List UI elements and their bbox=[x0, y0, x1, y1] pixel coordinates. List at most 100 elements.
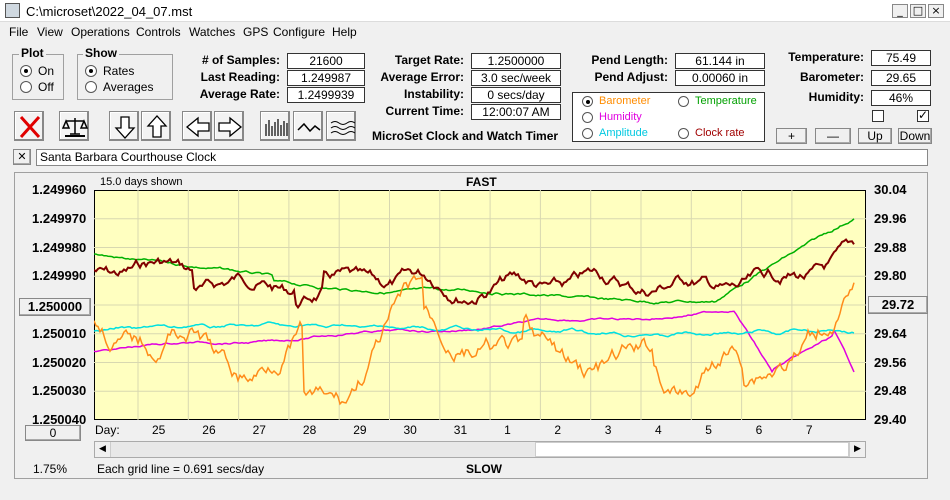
bars-icon bbox=[265, 119, 288, 136]
last-reading-label: Last Reading: bbox=[200, 70, 280, 84]
option-checkbox-1[interactable] bbox=[872, 110, 884, 122]
plot-on-label[interactable]: On bbox=[38, 64, 55, 78]
left-tick-label: 1.250020 bbox=[32, 354, 87, 370]
percent-label: 1.75% bbox=[33, 462, 68, 476]
minimize-button[interactable]: _ bbox=[892, 4, 908, 18]
sensor-temperature-radio[interactable] bbox=[678, 96, 689, 107]
plot-off-label[interactable]: Off bbox=[38, 80, 54, 94]
menu-bar: File View Operations Controls Watches GP… bbox=[0, 22, 950, 42]
day-tick-label: 25 bbox=[152, 423, 166, 437]
plot-off-radio[interactable] bbox=[20, 81, 32, 93]
left-tick-label: 1.249960 bbox=[32, 182, 87, 197]
up-button[interactable]: Up bbox=[858, 128, 892, 144]
grid-note: Each grid line = 0.691 secs/day bbox=[97, 462, 265, 476]
menu-help[interactable]: Help bbox=[332, 25, 357, 39]
multi-line-view-button[interactable] bbox=[326, 111, 356, 141]
average-error-value: 3.0 sec/week bbox=[471, 70, 561, 86]
plus-button[interactable]: + bbox=[776, 128, 807, 144]
day-tick-label: 27 bbox=[252, 423, 266, 437]
instability-value: 0 secs/day bbox=[471, 87, 561, 103]
target-rate-value[interactable]: 1.2500000 bbox=[471, 53, 561, 69]
scroll-up-button[interactable] bbox=[141, 111, 171, 141]
fast-label: FAST bbox=[466, 175, 497, 189]
left-tick-label: 1.249990 bbox=[32, 268, 87, 284]
arrow-right-icon bbox=[218, 116, 243, 138]
scroll-down-button[interactable] bbox=[109, 111, 139, 141]
plot-on-radio[interactable] bbox=[20, 65, 32, 77]
center-rate-button[interactable]: 1.250000 bbox=[19, 298, 91, 316]
graph-canvas[interactable] bbox=[94, 190, 866, 420]
show-averages-radio[interactable] bbox=[85, 81, 97, 93]
show-averages-label[interactable]: Averages bbox=[103, 80, 154, 94]
red-x-icon bbox=[19, 115, 41, 139]
instability-label: Instability: bbox=[403, 87, 464, 101]
offset-button[interactable]: 0 bbox=[25, 425, 81, 441]
down-button[interactable]: Down bbox=[898, 128, 932, 144]
scroll-right-arrow-icon[interactable]: ▶ bbox=[849, 442, 865, 457]
sensor-select-box bbox=[572, 92, 765, 142]
menu-view[interactable]: View bbox=[37, 25, 63, 39]
window-title: C:\microset\2022_04_07.mst bbox=[26, 4, 193, 19]
temperature-value: 75.49 bbox=[871, 50, 931, 66]
day-tick-label: 1 bbox=[504, 423, 511, 437]
day-tick-label: 28 bbox=[302, 423, 317, 437]
app-icon bbox=[5, 3, 20, 18]
scale-icon bbox=[62, 118, 88, 137]
sensor-clockrate-radio[interactable] bbox=[678, 128, 689, 139]
days-shown-label: 15.0 days shown bbox=[100, 176, 183, 188]
right-tick-label: 30.04 bbox=[874, 182, 907, 197]
sensor-amplitude-label[interactable]: Amplitude bbox=[599, 127, 648, 139]
left-tick-label: 1.250010 bbox=[32, 325, 87, 341]
center-baro-button[interactable]: 29.72 bbox=[868, 296, 928, 314]
day-tick-label: 6 bbox=[755, 423, 763, 437]
wave-icon bbox=[297, 122, 321, 133]
menu-configure[interactable]: Configure bbox=[273, 25, 326, 39]
show-rates-label[interactable]: Rates bbox=[103, 64, 135, 78]
sensor-barometer-label[interactable]: Barometer bbox=[599, 95, 651, 107]
option-checkbox-2[interactable] bbox=[917, 108, 929, 122]
scroll-right-button[interactable] bbox=[214, 111, 244, 141]
target-rate-label: Target Rate: bbox=[394, 53, 464, 67]
amplitude-series bbox=[94, 321, 855, 338]
menu-file[interactable]: File bbox=[9, 25, 29, 39]
day-tick-label: 30 bbox=[403, 423, 417, 437]
sensor-humidity-label[interactable]: Humidity bbox=[599, 111, 642, 123]
graph-scrollbar[interactable]: ◀ ▶ bbox=[94, 441, 866, 458]
scroll-left-arrow-icon[interactable]: ◀ bbox=[95, 442, 111, 457]
show-group bbox=[77, 54, 173, 100]
scrollbar-thumb[interactable] bbox=[535, 442, 849, 457]
menu-controls[interactable]: Controls bbox=[136, 25, 181, 39]
sensor-clockrate-label[interactable]: Clock rate bbox=[695, 127, 745, 139]
clock-name-input[interactable]: Santa Barbara Courthouse Clock bbox=[36, 149, 928, 166]
right-tick-label: 29.40 bbox=[874, 412, 907, 427]
barometer-value: 29.65 bbox=[871, 70, 931, 86]
balance-button[interactable] bbox=[59, 111, 89, 141]
menu-watches[interactable]: Watches bbox=[189, 25, 236, 39]
current-time-value: 12:00:07 AM bbox=[471, 104, 561, 120]
average-error-label: Average Error: bbox=[380, 70, 464, 84]
menu-operations[interactable]: Operations bbox=[71, 25, 130, 39]
day-tick-label: 2 bbox=[554, 423, 562, 437]
day-tick-label: 7 bbox=[805, 423, 813, 437]
samples-value: 21600 bbox=[287, 53, 365, 69]
app-caption: MicroSet Clock and Watch Timer bbox=[372, 129, 559, 143]
clear-data-button[interactable] bbox=[14, 111, 44, 141]
day-tick-label: 31 bbox=[453, 423, 468, 437]
sensor-humidity-radio[interactable] bbox=[582, 112, 593, 123]
menu-gps[interactable]: GPS bbox=[243, 25, 269, 39]
line-view-button[interactable] bbox=[293, 111, 323, 141]
barometer-label: Barometer: bbox=[799, 70, 864, 84]
minus-button[interactable]: — bbox=[815, 128, 851, 144]
right-tick-label: 29.64 bbox=[874, 325, 907, 341]
sensor-temperature-label[interactable]: Temperature bbox=[695, 95, 757, 107]
sensor-barometer-radio[interactable] bbox=[582, 96, 593, 107]
sensor-amplitude-radio[interactable] bbox=[582, 128, 593, 139]
bar-view-button[interactable] bbox=[260, 111, 290, 141]
show-rates-radio[interactable] bbox=[85, 65, 97, 77]
temperature-label: Temperature: bbox=[788, 50, 864, 64]
average-rate-value: 1.2499939 bbox=[287, 87, 365, 103]
scroll-left-button[interactable] bbox=[182, 111, 212, 141]
close-button[interactable]: × bbox=[928, 4, 944, 18]
maximize-button[interactable]: □ bbox=[910, 4, 926, 18]
clear-name-button[interactable]: ✕ bbox=[13, 149, 31, 165]
